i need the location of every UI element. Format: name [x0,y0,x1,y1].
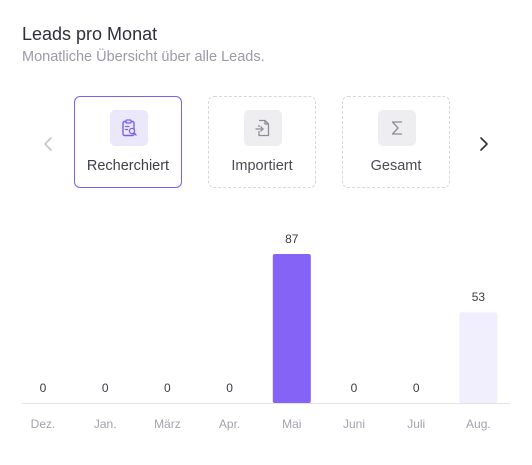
tab-icon-box [378,110,416,146]
chevron-left-icon [44,137,52,151]
bar-value-label: 0 [351,381,358,395]
tab-label: Gesamt [370,158,422,174]
bar-value-label: 0 [164,381,171,395]
tab-icon-box [244,110,282,146]
bar[interactable] [459,312,498,403]
tab-importiert[interactable]: Importiert [208,96,316,188]
tab-gesamt[interactable]: Gesamt [342,96,450,188]
tab-label: Importiert [231,158,293,174]
bar[interactable] [272,254,311,403]
x-tick-label: Aug. [466,417,491,431]
x-tick-label: Dez. [31,417,56,431]
bar-value-label: 0 [226,381,233,395]
x-tick-label: März [154,417,181,431]
bar-value-label: 0 [40,381,47,395]
file-import-icon [255,119,270,137]
bar-value-label: 0 [413,381,420,395]
x-tick-label: Juli [407,417,425,431]
next-button[interactable] [472,132,496,156]
x-tick-label: Juni [343,417,365,431]
bar-value-label: 87 [285,232,299,246]
x-tick-label: Jan. [94,417,117,431]
previous-button[interactable] [36,132,60,156]
bar-value-label: 53 [472,290,486,304]
tab-label: Recherchiert [86,158,170,174]
tab-icon-box [110,110,148,146]
bar-value-label: 0 [102,381,109,395]
chevron-right-icon [480,137,488,151]
tab-recherchiert[interactable]: Recherchiert [74,96,182,188]
clipboard-search-icon [122,119,137,137]
sigma-icon [391,121,403,135]
x-tick-label: Apr. [219,417,240,431]
x-tick-label: Mai [282,417,301,431]
page-title: Leads pro Monat [22,24,158,44]
page-subtitle: Monatliche Übersicht über alle Leads. [22,49,265,65]
